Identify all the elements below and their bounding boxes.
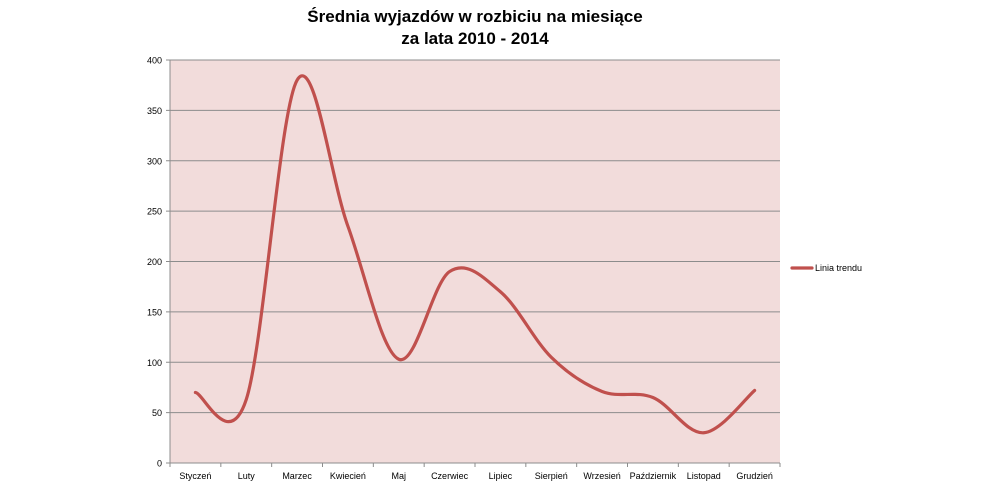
y-tick-label: 150: [147, 307, 162, 317]
gridlines: [170, 59, 780, 414]
y-tick-label: 300: [147, 156, 162, 166]
y-tick-label: 250: [147, 207, 162, 217]
chart-title: Średnia wyjazdów w rozbiciu na miesiące: [307, 7, 643, 26]
x-tick-label: Lipiec: [489, 471, 513, 481]
y-tick-label: 100: [147, 358, 162, 368]
data-point: [702, 431, 705, 434]
data-point: [194, 391, 197, 394]
data-point: [397, 358, 400, 361]
y-tick-label: 350: [147, 106, 162, 116]
y-tick-label: 400: [147, 56, 162, 66]
x-tick-label: Październik: [630, 471, 677, 481]
chart-subtitle: za lata 2010 - 2014: [401, 29, 549, 48]
x-tick-label: Styczeń: [179, 471, 211, 481]
x-tick-label: Marzec: [282, 471, 312, 481]
data-point: [499, 290, 502, 293]
legend: Linia trendu: [790, 263, 862, 273]
data-point: [448, 270, 451, 273]
series-line: [193, 74, 757, 435]
x-tick-label: Listopad: [687, 471, 721, 481]
data-point: [753, 389, 756, 392]
data-point: [651, 396, 654, 399]
data-point: [245, 398, 248, 401]
x-tick-label: Luty: [238, 471, 256, 481]
y-tick-label: 50: [152, 408, 162, 418]
data-point: [601, 390, 604, 393]
x-tick-label: Wrzesień: [583, 471, 620, 481]
data-point: [296, 79, 299, 82]
data-point: [550, 356, 553, 359]
series-lines: [193, 74, 757, 435]
y-tick-label: 0: [157, 459, 162, 469]
y-tick-label: 200: [147, 257, 162, 267]
axes: 0 50 100 150 200 250 300 350 400 Styczeń Luty Marze…: [147, 56, 781, 481]
x-tick-label: Maj: [391, 471, 406, 481]
x-tick-label: Kwiecień: [330, 471, 366, 481]
chart-title-block: Średnia wyjazdów w rozbiciu na miesiące …: [170, 6, 780, 50]
legend-label: Linia trendu: [815, 263, 862, 273]
data-point: [346, 225, 349, 228]
x-tick-label: Grudzień: [736, 471, 773, 481]
x-tick-label: Czerwiec: [431, 471, 469, 481]
x-tick-label: Sierpień: [535, 471, 568, 481]
